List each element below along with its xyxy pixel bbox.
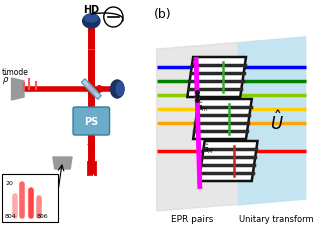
Text: $\hat{a}_1$: $\hat{a}_1$	[191, 58, 201, 72]
Text: 20: 20	[6, 180, 14, 185]
Ellipse shape	[116, 83, 124, 97]
Polygon shape	[12, 79, 24, 101]
Polygon shape	[199, 141, 258, 181]
Text: 806: 806	[36, 213, 48, 218]
Text: $\hat{a}_M$: $\hat{a}_M$	[203, 141, 214, 155]
Polygon shape	[156, 38, 306, 211]
Text: EPR pairs: EPR pairs	[171, 215, 213, 224]
Polygon shape	[238, 38, 306, 205]
Text: PS: PS	[84, 117, 99, 126]
Bar	[2, 174, 58, 222]
Text: Unitary transform: Unitary transform	[239, 215, 314, 224]
Text: $\hat{a}_m$: $\hat{a}_m$	[197, 100, 209, 114]
Polygon shape	[188, 58, 246, 98]
Text: timode: timode	[2, 67, 29, 76]
Text: HD: HD	[83, 5, 99, 15]
Circle shape	[104, 8, 123, 28]
Polygon shape	[193, 100, 252, 139]
Text: $\hat{U}$: $\hat{U}$	[270, 110, 284, 133]
FancyBboxPatch shape	[73, 108, 109, 135]
Ellipse shape	[110, 81, 124, 98]
Text: 804: 804	[5, 213, 16, 218]
Polygon shape	[81, 79, 101, 100]
Ellipse shape	[83, 15, 100, 29]
Text: $\hat{\rho}$: $\hat{\rho}$	[2, 72, 9, 87]
Text: (b): (b)	[154, 8, 172, 21]
Ellipse shape	[84, 15, 98, 23]
Polygon shape	[53, 157, 72, 169]
